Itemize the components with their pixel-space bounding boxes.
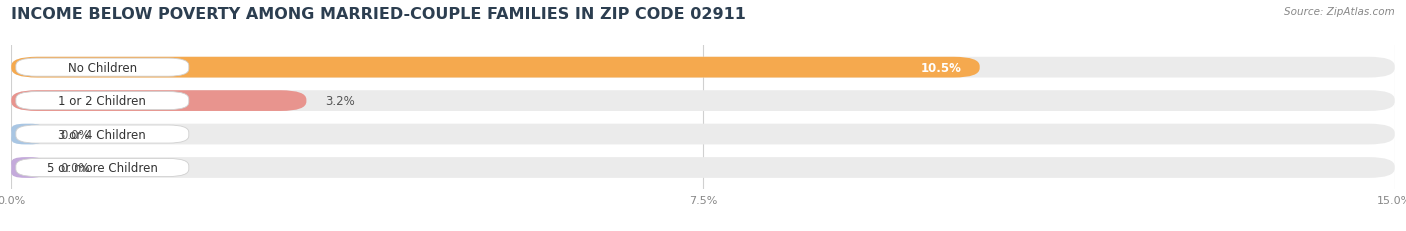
FancyBboxPatch shape [11,124,1395,145]
Text: Source: ZipAtlas.com: Source: ZipAtlas.com [1284,7,1395,17]
Text: 1 or 2 Children: 1 or 2 Children [59,95,146,108]
FancyBboxPatch shape [15,92,188,110]
FancyBboxPatch shape [15,159,188,177]
FancyBboxPatch shape [11,124,44,145]
Text: No Children: No Children [67,61,136,74]
Text: 0.0%: 0.0% [60,128,90,141]
FancyBboxPatch shape [15,59,188,77]
FancyBboxPatch shape [11,58,1395,78]
FancyBboxPatch shape [11,58,980,78]
FancyBboxPatch shape [11,158,44,178]
Text: 3 or 4 Children: 3 or 4 Children [59,128,146,141]
FancyBboxPatch shape [11,158,1395,178]
Text: 3.2%: 3.2% [325,95,354,108]
FancyBboxPatch shape [11,91,1395,112]
FancyBboxPatch shape [11,91,307,112]
Text: 10.5%: 10.5% [921,61,962,74]
Text: 0.0%: 0.0% [60,161,90,174]
Text: 5 or more Children: 5 or more Children [46,161,157,174]
FancyBboxPatch shape [15,125,188,143]
Text: INCOME BELOW POVERTY AMONG MARRIED-COUPLE FAMILIES IN ZIP CODE 02911: INCOME BELOW POVERTY AMONG MARRIED-COUPL… [11,7,747,22]
